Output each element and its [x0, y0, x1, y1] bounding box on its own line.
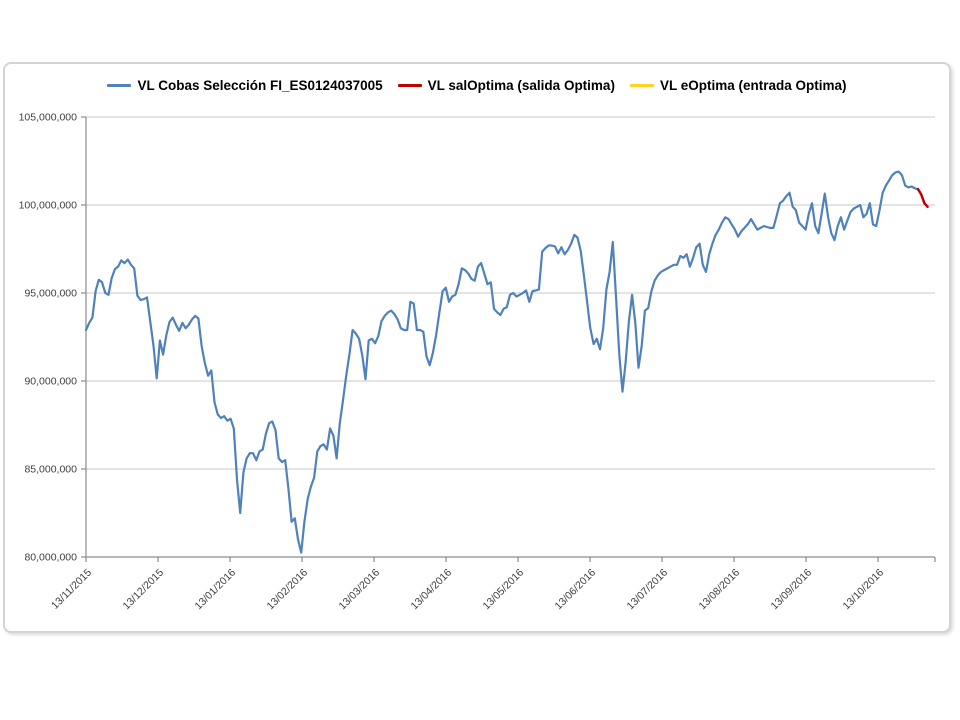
- series-cobas-line: [84, 170, 920, 554]
- legend-line-saloptima-icon: [397, 84, 422, 87]
- svg-text:13/08/2016: 13/08/2016: [696, 567, 742, 613]
- svg-text:13/06/2016: 13/06/2016: [552, 567, 598, 613]
- series-saloptima-line: [916, 187, 929, 209]
- legend-item-saloptima: VL salOptima (salida Optima): [397, 78, 615, 93]
- axes: [85, 117, 935, 558]
- svg-text:13/11/2015: 13/11/2015: [49, 567, 94, 612]
- legend: VL Cobas Selección FI_ES0124037005 VL sa…: [5, 78, 949, 93]
- plot-area: 105,000,000 100,000,000 95,000,000 90,000,0…: [19, 112, 936, 613]
- svg-text:13/07/2016: 13/07/2016: [624, 567, 670, 613]
- legend-line-eoptima-icon: [629, 84, 654, 87]
- chart-frame: VL Cobas Selección FI_ES0124037005 VL sa…: [3, 62, 951, 633]
- legend-item-cobas: VL Cobas Selección FI_ES0124037005: [107, 78, 383, 93]
- legend-label-eoptima: VL eOptima (entrada Optima): [659, 78, 847, 93]
- gridlines: [86, 116, 935, 470]
- svg-text:95,000,000: 95,000,000: [24, 288, 77, 300]
- svg-text:13/12/2015: 13/12/2015: [120, 567, 166, 613]
- y-axis-labels: 105,000,000 100,000,000 95,000,000 90,000,0…: [19, 112, 86, 564]
- svg-text:85,000,000: 85,000,000: [24, 464, 77, 476]
- svg-text:13/03/2016: 13/03/2016: [336, 567, 382, 613]
- legend-item-eoptima: VL eOptima (entrada Optima): [629, 78, 847, 93]
- svg-text:13/01/2016: 13/01/2016: [192, 567, 238, 613]
- svg-text:13/05/2016: 13/05/2016: [480, 567, 526, 613]
- svg-text:100,000,000: 100,000,000: [19, 200, 78, 212]
- legend-label-saloptima: VL salOptima (salida Optima): [427, 78, 615, 93]
- svg-text:105,000,000: 105,000,000: [19, 112, 78, 124]
- svg-text:13/09/2016: 13/09/2016: [768, 567, 814, 613]
- legend-label-cobas: VL Cobas Selección FI_ES0124037005: [137, 78, 383, 93]
- svg-text:13/04/2016: 13/04/2016: [408, 567, 454, 613]
- svg-text:80,000,000: 80,000,000: [24, 552, 77, 564]
- svg-text:13/10/2016: 13/10/2016: [840, 567, 886, 613]
- legend-line-cobas-icon: [107, 84, 132, 87]
- svg-text:13/02/2016: 13/02/2016: [264, 567, 310, 613]
- x-axis-labels: 13/11/2015 13/12/2015 13/01/2016 13/02/2016…: [49, 557, 936, 613]
- svg-text:90,000,000: 90,000,000: [24, 376, 77, 388]
